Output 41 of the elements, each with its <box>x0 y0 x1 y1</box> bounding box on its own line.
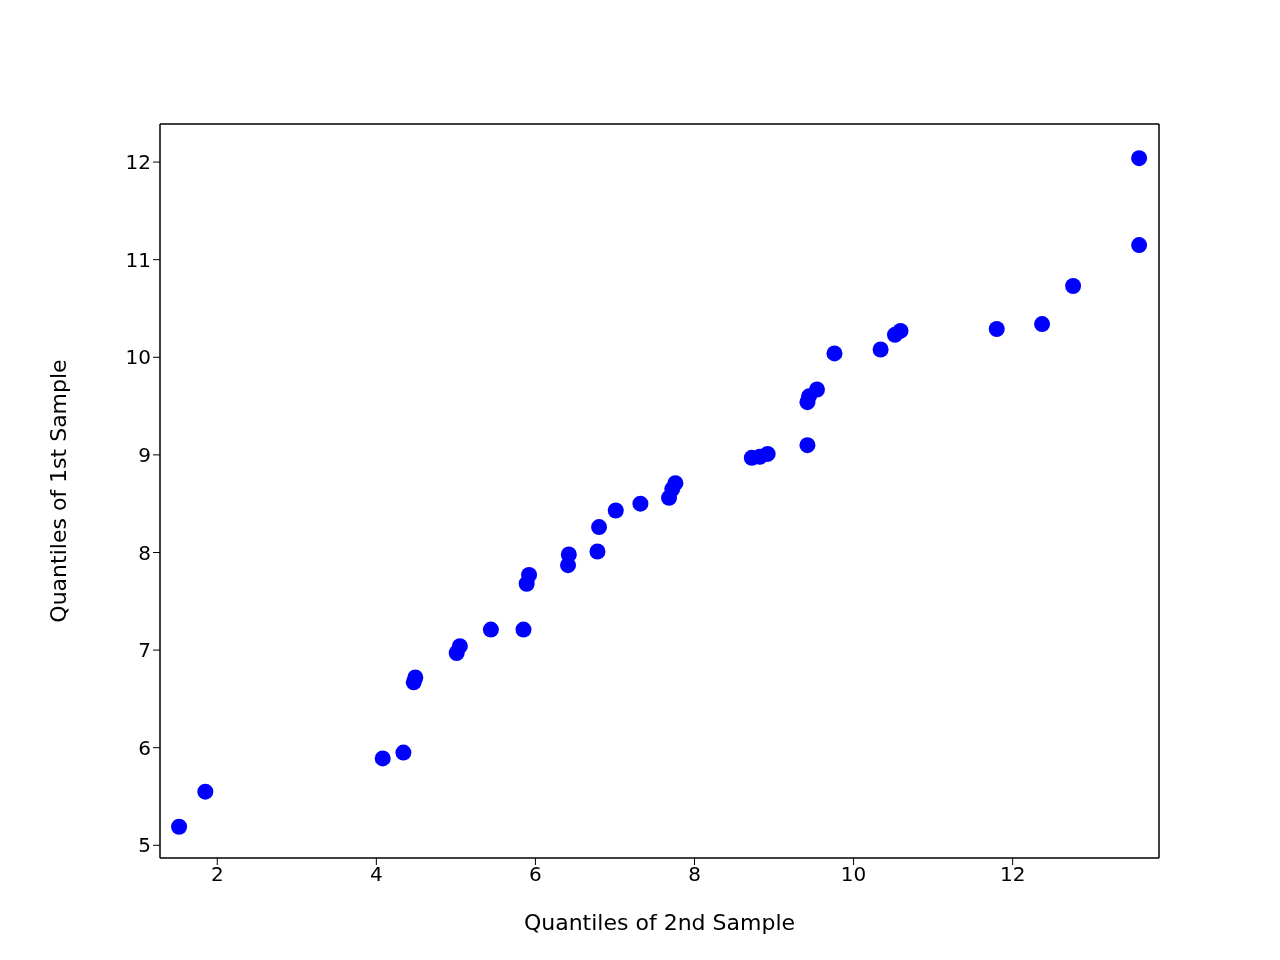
point <box>451 638 468 655</box>
y-tick-label: 7 <box>138 638 151 663</box>
point <box>1131 150 1148 167</box>
x-tick-label: 10 <box>840 862 867 887</box>
point <box>988 320 1005 337</box>
y-tick-label: 10 <box>125 345 151 370</box>
point <box>589 543 606 560</box>
x-tick-label: 12 <box>999 862 1026 887</box>
x-tick-label: 2 <box>210 862 224 887</box>
point <box>197 783 214 800</box>
point <box>632 495 649 512</box>
x-tick-label: 8 <box>688 862 701 887</box>
y-tick-label: 8 <box>138 540 151 565</box>
point <box>1131 237 1148 254</box>
y-tick-label: 5 <box>138 833 151 858</box>
point <box>515 621 532 638</box>
y-tick-label: 6 <box>138 735 151 760</box>
y-tick-label: 11 <box>125 247 151 272</box>
y-axis-title: Quantiles of 1st Sample <box>45 359 71 623</box>
point <box>808 381 825 398</box>
x-axis-title: Quantiles of 2nd Sample <box>523 910 796 935</box>
point <box>395 744 412 761</box>
point <box>759 445 776 462</box>
point <box>482 621 499 638</box>
point <box>374 750 391 767</box>
point <box>667 475 684 492</box>
point <box>872 341 889 358</box>
point <box>826 345 843 362</box>
x-tick-label: 6 <box>529 862 542 887</box>
point <box>892 322 909 339</box>
x-tick-label: 4 <box>369 862 383 887</box>
point <box>521 566 538 583</box>
point <box>799 437 816 454</box>
point <box>607 502 624 519</box>
point <box>171 818 188 835</box>
y-tick-label: 12 <box>125 150 151 175</box>
point <box>1065 278 1082 295</box>
point <box>1034 316 1051 333</box>
point <box>560 546 577 563</box>
point <box>591 519 608 536</box>
y-tick-label: 9 <box>138 442 151 467</box>
